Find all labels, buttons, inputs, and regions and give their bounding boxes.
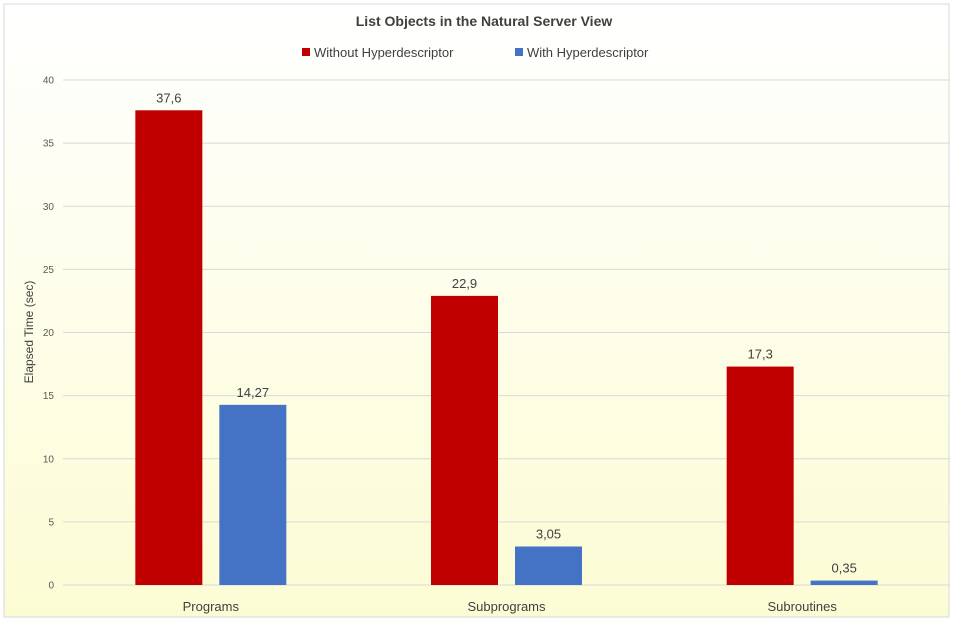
data-label: 22,9 bbox=[452, 276, 477, 291]
gridlines bbox=[63, 79, 950, 586]
legend-swatch-with bbox=[515, 48, 523, 56]
x-category-label: Subprograms bbox=[467, 599, 546, 614]
legend-swatch-without bbox=[302, 48, 310, 56]
y-tick-label: 15 bbox=[43, 391, 55, 402]
y-axis-title: Elapsed Time (sec) bbox=[22, 281, 36, 384]
data-labels: 37,6 14,27 22,9 3,05 17,3 0,35 bbox=[156, 90, 857, 575]
bar-without-subprograms bbox=[431, 295, 498, 585]
y-tick-label: 40 bbox=[43, 76, 55, 87]
y-tick-label: 0 bbox=[48, 581, 54, 592]
y-tick-label: 10 bbox=[43, 454, 55, 465]
y-tick-label: 5 bbox=[48, 517, 54, 528]
bars bbox=[135, 110, 878, 586]
x-axis-categories: Programs Subprograms Subroutines bbox=[183, 599, 838, 614]
data-label: 17,3 bbox=[748, 347, 773, 362]
legend-label-without: Without Hyperdescriptor bbox=[314, 45, 454, 60]
y-axis-ticks: 0 5 10 15 20 25 30 35 40 bbox=[43, 76, 55, 592]
y-tick-label: 30 bbox=[43, 202, 55, 213]
y-tick-label: 35 bbox=[43, 139, 55, 150]
bar-without-programs bbox=[135, 110, 203, 586]
legend: Without Hyperdescriptor With Hyperdescri… bbox=[302, 45, 649, 60]
data-label: 0,35 bbox=[832, 561, 857, 576]
bar-with-programs bbox=[219, 404, 287, 585]
x-category-label: Subroutines bbox=[767, 599, 837, 614]
data-label: 14,27 bbox=[237, 385, 270, 400]
y-tick-label: 25 bbox=[43, 265, 55, 276]
chart-title: List Objects in the Natural Server View bbox=[356, 13, 613, 29]
data-label: 3,05 bbox=[536, 526, 561, 541]
data-label: 37,6 bbox=[156, 90, 181, 105]
bar-with-subprograms bbox=[515, 546, 582, 585]
x-category-label: Programs bbox=[183, 599, 240, 614]
bar-without-subroutines bbox=[726, 366, 794, 585]
bar-with-subroutines bbox=[810, 580, 878, 585]
y-tick-label: 20 bbox=[43, 328, 55, 339]
legend-label-with: With Hyperdescriptor bbox=[527, 45, 649, 60]
